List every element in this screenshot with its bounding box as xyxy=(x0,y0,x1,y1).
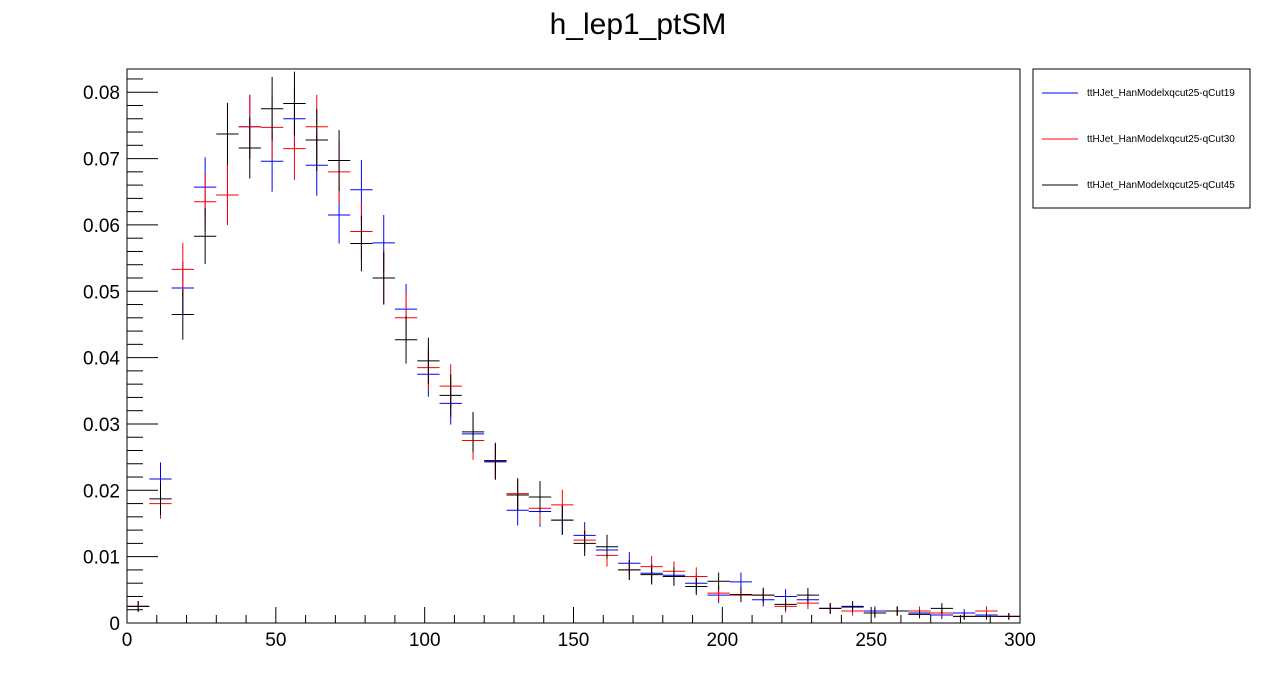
series-3 xyxy=(127,71,1020,620)
data-point xyxy=(439,374,462,417)
data-point xyxy=(573,530,596,556)
legend-label: ttHJet_HanModelxqcut25-qCut30 xyxy=(1087,134,1235,145)
data-point xyxy=(350,215,373,272)
chart-title: h_lep1_ptSM xyxy=(550,8,727,41)
data-point xyxy=(193,208,217,265)
data-point xyxy=(595,534,619,559)
series-2 xyxy=(127,94,1020,620)
data-point xyxy=(975,613,998,620)
data-point xyxy=(372,251,395,305)
data-point xyxy=(662,567,686,586)
data-point xyxy=(953,613,976,620)
data-point xyxy=(774,598,797,611)
data-point xyxy=(216,102,239,166)
y-tick-label: 0.01 xyxy=(83,548,120,569)
y-tick-label: 0 xyxy=(109,614,120,635)
x-tick-label: 150 xyxy=(558,630,590,651)
data-point xyxy=(260,76,284,141)
data-point xyxy=(506,479,529,511)
data-point xyxy=(685,577,708,596)
legend: ttHJet_HanModelxqcut25-qCut19 ttHJet_HanM… xyxy=(1032,68,1251,209)
data-point xyxy=(886,606,909,616)
data-point xyxy=(729,587,753,602)
y-tick-label: 0.02 xyxy=(83,481,120,502)
legend-label: ttHJet_HanModelxqcut25-qCut19 xyxy=(1087,88,1235,99)
data-point xyxy=(640,564,663,585)
y-tick-label: 0.06 xyxy=(83,216,120,237)
data-point xyxy=(551,505,574,535)
data-point xyxy=(305,108,328,172)
data-point xyxy=(819,603,842,614)
data-point xyxy=(394,315,418,364)
x-tick-label: 200 xyxy=(706,630,738,651)
data-point xyxy=(841,601,864,612)
data-point xyxy=(930,603,954,614)
y-tick-label: 0.05 xyxy=(83,282,120,303)
data-point xyxy=(796,587,820,603)
data-point xyxy=(528,481,552,513)
data-point xyxy=(484,443,507,480)
x-tick-label: 100 xyxy=(409,630,441,651)
data-point xyxy=(171,242,194,296)
data-point xyxy=(417,337,440,385)
y-tick-label: 0.08 xyxy=(83,83,120,104)
data-point xyxy=(283,71,306,136)
data-point xyxy=(327,130,351,192)
data-point xyxy=(997,613,1020,620)
data-point xyxy=(238,117,261,179)
data-point xyxy=(752,587,775,603)
data-point xyxy=(863,608,887,618)
y-tick-label: 0.07 xyxy=(83,150,120,171)
data-point xyxy=(171,289,194,340)
data-point xyxy=(149,483,172,515)
x-tick-label: 0 xyxy=(122,630,133,651)
data-point xyxy=(216,165,239,225)
x-tick-label: 250 xyxy=(855,630,887,651)
data-point xyxy=(461,412,485,452)
y-tick-label: 0.04 xyxy=(83,349,120,370)
legend-label: ttHJet_HanModelxqcut25-qCut45 xyxy=(1087,180,1235,191)
data-point xyxy=(908,610,931,619)
data-point xyxy=(707,572,730,590)
x-tick-label: 300 xyxy=(1004,630,1036,651)
data-point xyxy=(618,559,641,580)
y-tick-label: 0.03 xyxy=(83,415,120,436)
x-tick-label: 50 xyxy=(265,630,286,651)
